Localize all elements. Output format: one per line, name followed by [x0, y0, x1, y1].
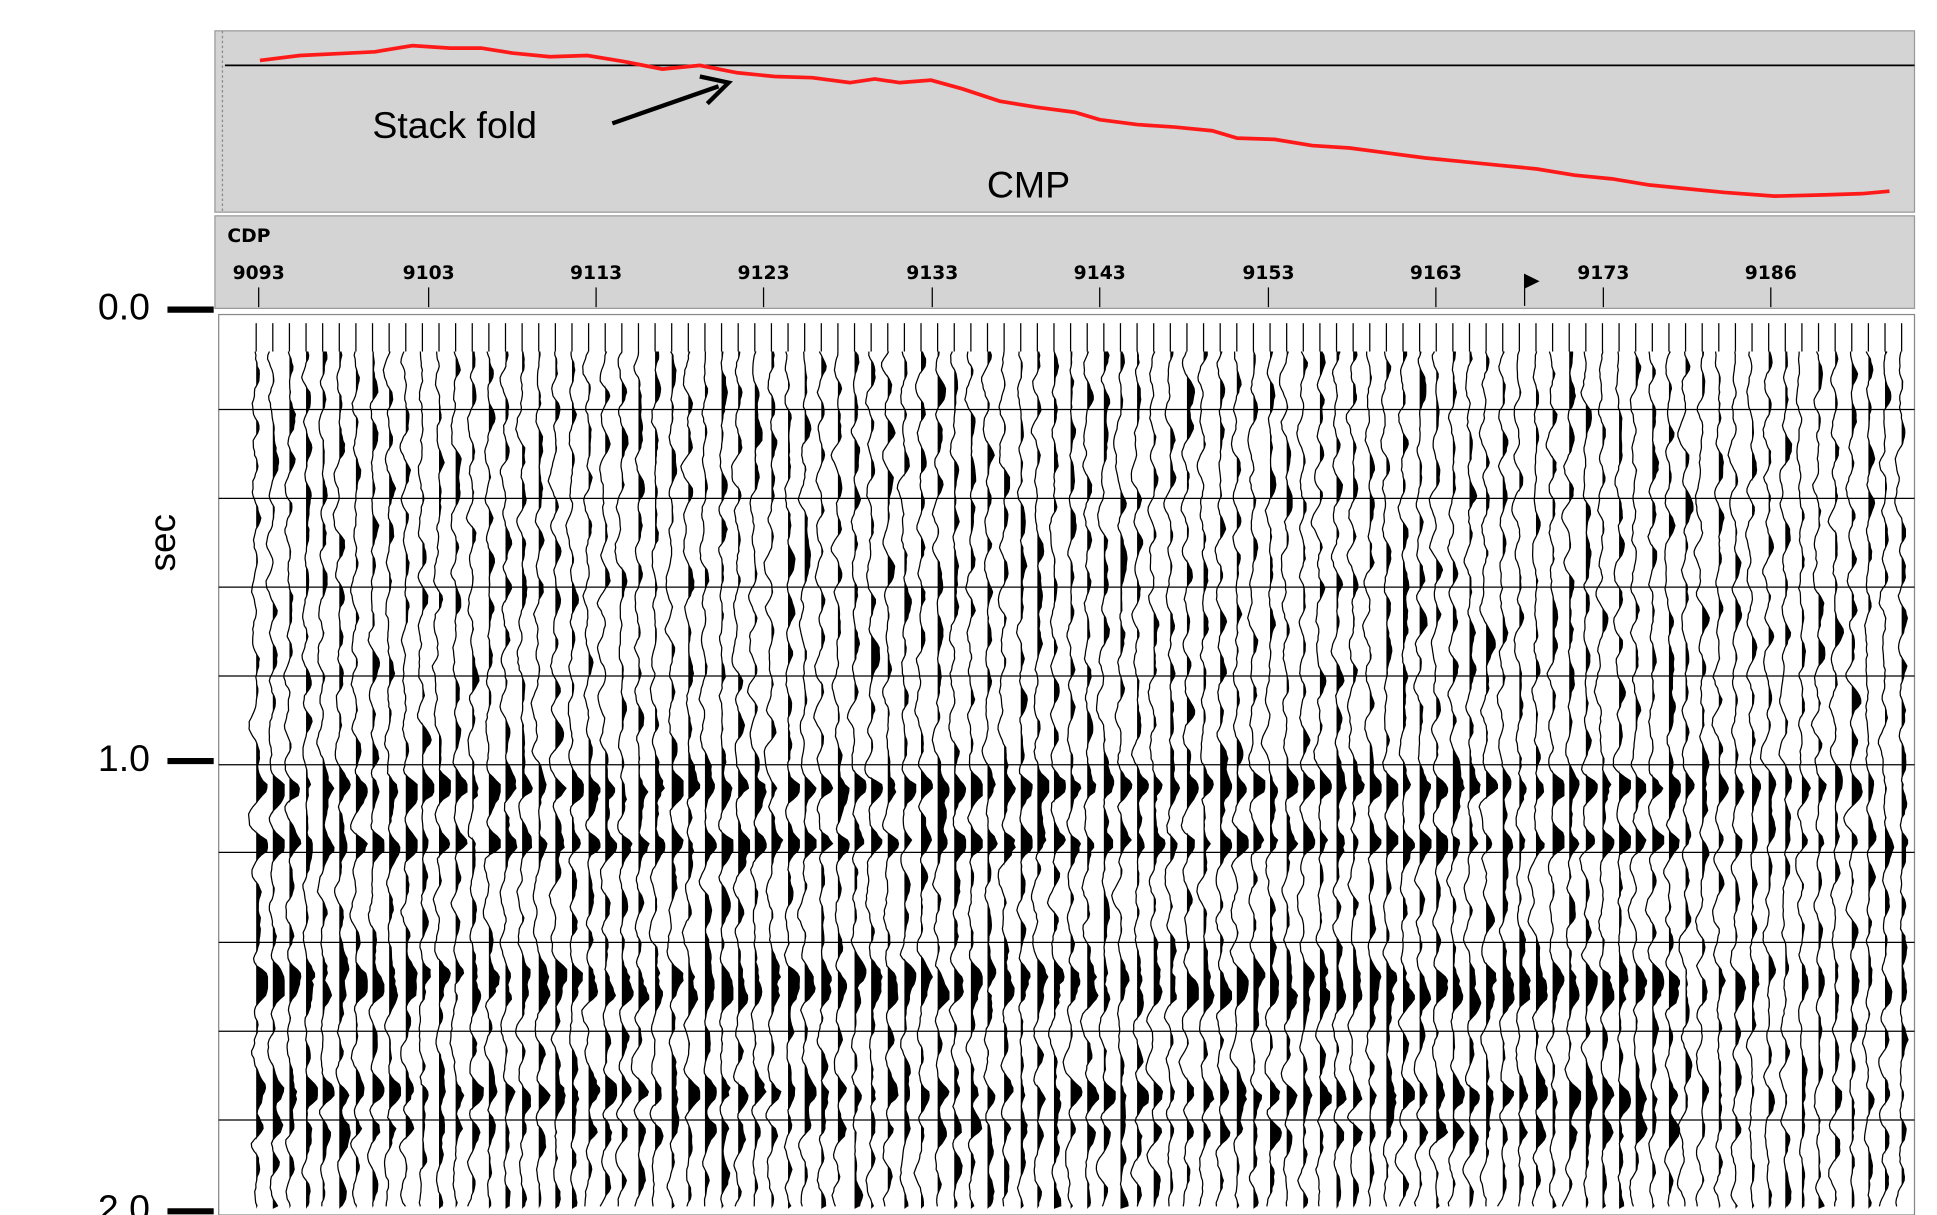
cdp-label: CDP: [227, 226, 270, 247]
cdp-tick-label: 9103: [403, 263, 455, 284]
stack-fold-label: Stack fold: [372, 104, 537, 146]
time-tick-label: 2.0: [98, 1187, 150, 1215]
cdp-tick-label: 9173: [1577, 263, 1629, 284]
time-tick-label: 0.0: [98, 286, 150, 328]
cdp-header: [215, 216, 1915, 309]
time-axis-label: sec: [141, 514, 183, 572]
cdp-tick-label: 9123: [737, 263, 789, 284]
cdp-tick-label: 9153: [1242, 263, 1294, 284]
cdp-tick-label: 9093: [233, 263, 285, 284]
seismic-display: Stack fold CMP CDP 9093 9103 9113 9123 9133 9…: [0, 0, 1937, 1215]
cdp-tick-label: 9186: [1745, 263, 1797, 284]
time-tick-label: 1.0: [98, 737, 150, 779]
cdp-tick-label: 9143: [1074, 263, 1126, 284]
page: Stack fold CMP CDP 9093 9103 9113 9123 9133 9…: [0, 0, 1937, 1215]
cdp-tick-label: 9133: [906, 263, 958, 284]
cmp-label: CMP: [987, 164, 1070, 206]
cdp-tick-label: 9113: [570, 263, 622, 284]
cdp-tick-label: 9163: [1410, 263, 1462, 284]
